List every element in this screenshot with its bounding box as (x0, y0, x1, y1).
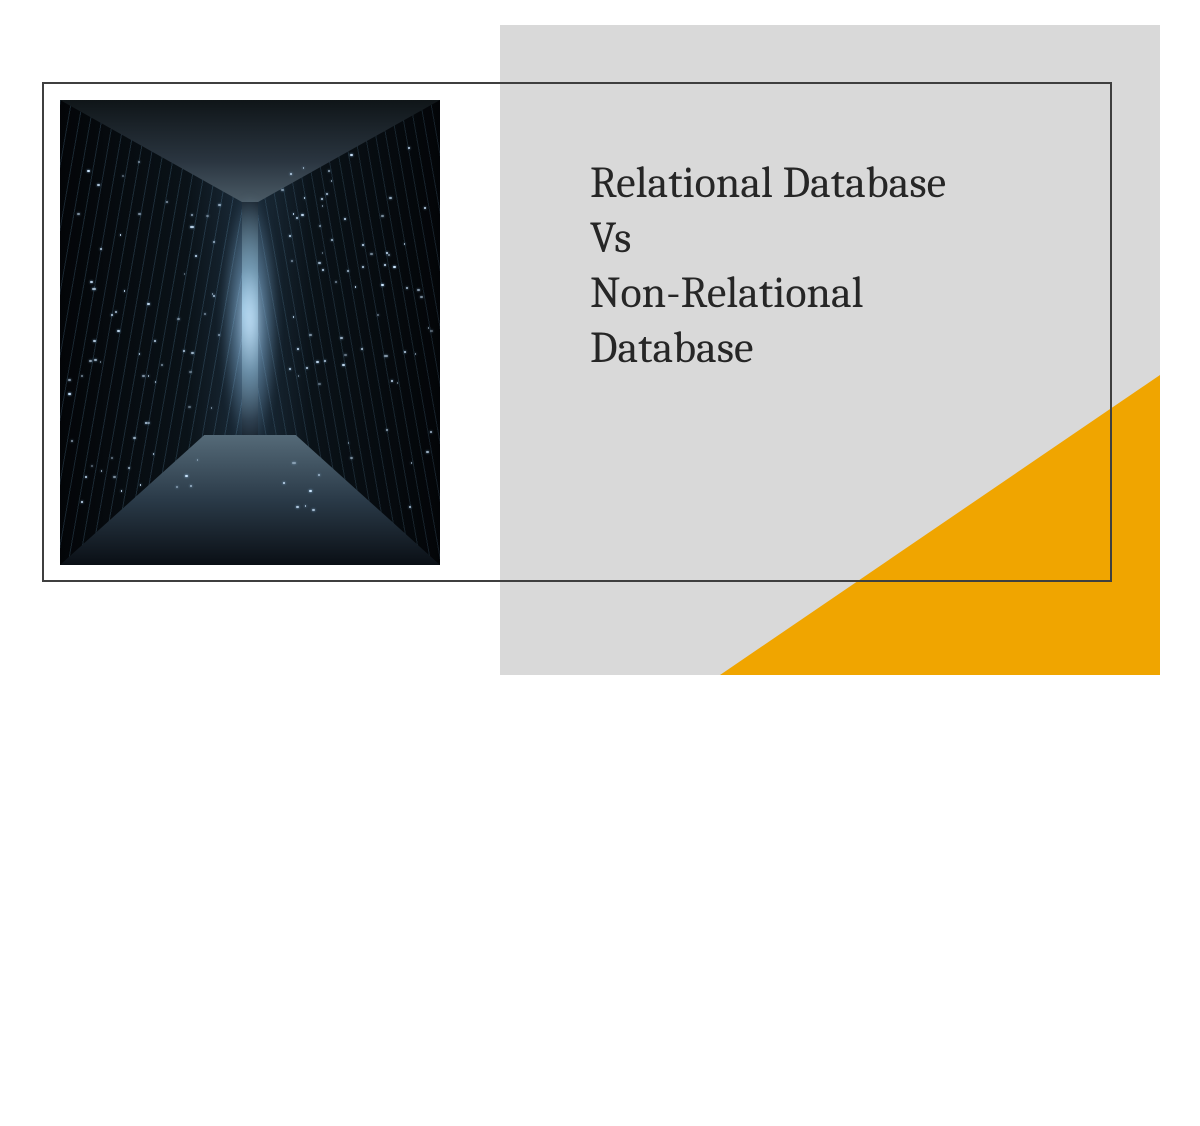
server-room-image (60, 100, 440, 565)
title-line-2: Vs (590, 210, 1110, 265)
title-line-1: Relational Database (590, 155, 1110, 210)
title-line-4: Database (590, 320, 1110, 375)
title-line-3: Non-Relational (590, 265, 1110, 320)
diagonal-white-strip (646, 715, 1200, 1126)
slide-title: Relational Database Vs Non-Relational Da… (590, 155, 1110, 375)
image-center-glow (220, 193, 281, 449)
